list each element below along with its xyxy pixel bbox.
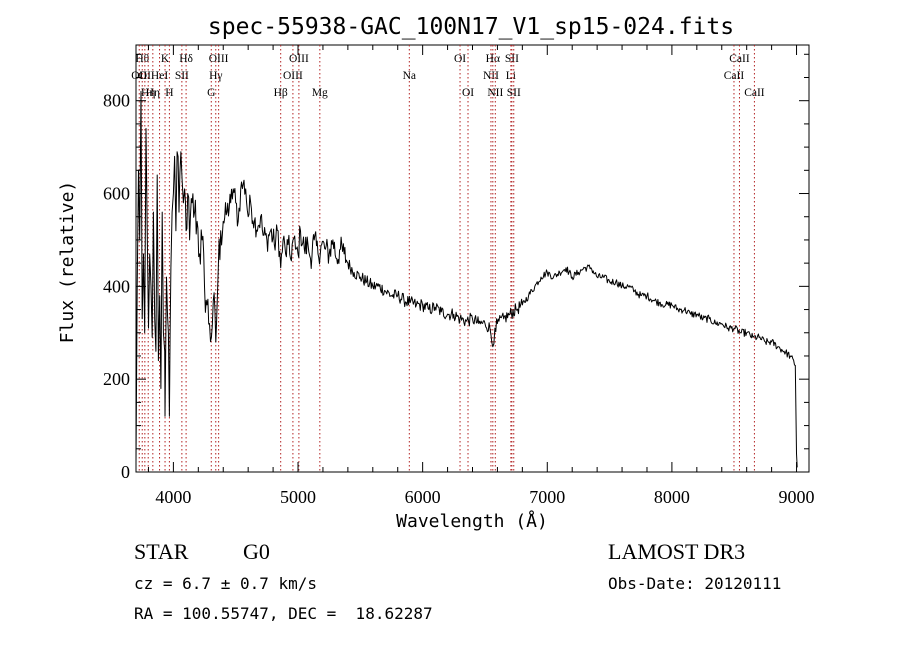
redshift-cz: cz = 6.7 ± 0.7 km/s [134,574,317,593]
y-axis-ticks: 0 200 400 600 800 [103,53,809,482]
observation-date: Obs-Date: 20120111 [608,574,781,593]
line-marker-label-27: CaII [729,53,750,65]
line-marker-label-24: SII [505,53,519,65]
line-marker-label-9: Hδ [179,53,193,65]
line-marker-label-5: HeI [151,70,168,82]
y-tick-label-0: 0 [121,462,130,482]
y-axis-label: Flux (relative) [57,181,78,344]
line-marker-label-17: Na [403,70,416,82]
x-tick-label-4: 8000 [654,487,690,507]
line-marker-label-3: Hη [141,87,155,99]
line-marker-label-22: NII [487,87,503,99]
line-marker-label-1: Hθ [135,53,149,65]
object-subclass: G0 [243,539,270,564]
line-marker-label-11: Hγ [209,70,222,82]
object-class: STAR [134,539,189,564]
line-marker-label-20: NII [483,70,499,82]
line-marker-label-16: Mg [312,87,328,99]
line-marker-label-19: OI [462,87,474,99]
x-axis-label: Wavelength (Å) [396,510,548,532]
line-marker-label-25: SII [507,87,521,99]
x-tick-label-2: 6000 [405,487,441,507]
line-markers: OIIHθOIHηHηHeIKHSIIHδGHγOIIIHβOIIIOIIIMg… [131,45,765,472]
y-tick-label-2: 400 [103,276,130,296]
line-marker-label-13: Hβ [274,87,288,99]
line-marker-label-7: H [165,87,173,99]
line-marker-label-14: OIII [283,70,303,82]
ra-dec-coordinates: RA = 100.55747, DEC = 18.62287 [134,604,433,623]
line-marker-label-2: OI [139,70,151,82]
line-marker-label-18: OI [454,53,466,65]
line-marker-label-23: Li [506,70,516,82]
spectrum-series [135,90,798,468]
line-marker-label-28: CaII [744,87,765,99]
survey-name: LAMOST DR3 [608,539,745,564]
line-marker-label-21: Hα [486,53,500,65]
x-tick-label-1: 5000 [280,487,316,507]
line-marker-label-8: SII [175,70,189,82]
line-marker-label-26: CaII [724,70,745,82]
line-marker-label-15: OIII [289,53,309,65]
x-tick-label-5: 9000 [779,487,815,507]
line-marker-label-6: K [161,53,170,65]
chart-title: spec-55938-GAC_100N17_V1_sp15-024.fits [208,14,734,40]
x-tick-label-0: 4000 [155,487,191,507]
x-tick-label-3: 7000 [529,487,565,507]
y-tick-label-4: 800 [103,91,130,111]
x-axis-ticks: 4000 5000 6000 7000 8000 9000 [147,45,815,507]
line-marker-label-10: G [207,87,215,99]
line-marker-label-4: Hη [146,87,160,99]
y-tick-label-1: 200 [103,369,130,389]
line-marker-label-12: OIII [209,53,229,65]
plot-frame [135,44,810,473]
spectrum-line [135,90,798,468]
y-tick-label-3: 600 [103,184,130,204]
line-marker-label-0: OII [131,70,147,82]
